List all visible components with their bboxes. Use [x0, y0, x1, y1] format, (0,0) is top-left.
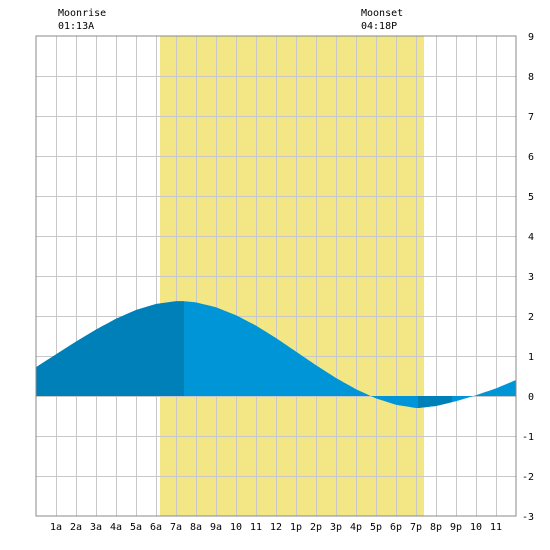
- x-tick-label: 3p: [330, 522, 342, 533]
- plot-frame: [35, 35, 517, 517]
- y-tick-label: 8: [528, 72, 534, 83]
- x-tick-label: 1p: [290, 522, 302, 533]
- x-tick-label: 11: [250, 522, 262, 533]
- y-tick-label: 3: [528, 272, 534, 283]
- x-tick-label: 4a: [110, 522, 122, 533]
- y-tick-label: 7: [528, 112, 534, 123]
- y-tick-label: 1: [528, 352, 534, 363]
- x-tick-label: 7a: [170, 522, 182, 533]
- x-tick-label: 8a: [190, 522, 202, 533]
- y-tick-label: -2: [522, 472, 534, 483]
- y-tick-label: 5: [528, 192, 534, 203]
- x-tick-label: 9p: [450, 522, 462, 533]
- x-tick-label: 1a: [50, 522, 62, 533]
- x-tick-label: 5a: [130, 522, 142, 533]
- x-tick-label: 12: [270, 522, 282, 533]
- x-tick-label: 5p: [370, 522, 382, 533]
- x-tick-label: 9a: [210, 522, 222, 533]
- y-tick-label: 0: [528, 392, 534, 403]
- x-tick-label: 10: [230, 522, 242, 533]
- moonrise-label: Moonrise: [58, 8, 106, 19]
- moonset-time: 04:18P: [361, 21, 397, 32]
- x-tick-label: 6p: [390, 522, 402, 533]
- x-tick-label: 10: [470, 522, 482, 533]
- y-tick-label: 2: [528, 312, 534, 323]
- y-tick-label: 6: [528, 152, 534, 163]
- x-tick-label: 4p: [350, 522, 362, 533]
- x-tick-label: 8p: [430, 522, 442, 533]
- x-tick-label: 2p: [310, 522, 322, 533]
- x-tick-label: 3a: [90, 522, 102, 533]
- tide-area-dark-band: [36, 301, 184, 396]
- x-tick-label: 11: [490, 522, 502, 533]
- y-tick-label: 9: [528, 32, 534, 43]
- y-tick-label: 4: [528, 232, 534, 243]
- moonset-label: Moonset: [361, 8, 403, 19]
- x-tick-label: 6a: [150, 522, 162, 533]
- tide-area-dark-band: [418, 396, 452, 408]
- y-tick-label: -1: [522, 432, 534, 443]
- x-tick-label: 7p: [410, 522, 422, 533]
- moonrise-time: 01:13A: [58, 21, 94, 32]
- x-tick-label: 2a: [70, 522, 82, 533]
- y-tick-label: -3: [522, 512, 534, 523]
